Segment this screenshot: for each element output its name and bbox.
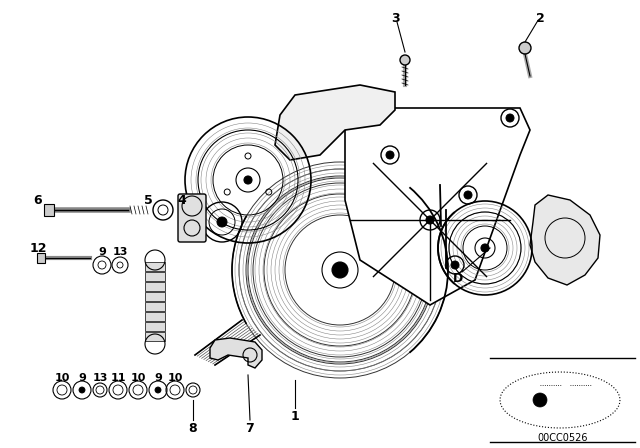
Circle shape: [244, 176, 252, 184]
Circle shape: [217, 217, 227, 227]
Circle shape: [426, 216, 434, 224]
Circle shape: [332, 262, 348, 278]
FancyBboxPatch shape: [178, 194, 206, 242]
Text: 7: 7: [246, 422, 254, 435]
Text: 8: 8: [189, 422, 197, 435]
Text: 10: 10: [54, 373, 70, 383]
FancyBboxPatch shape: [37, 253, 45, 263]
Text: 13: 13: [92, 373, 108, 383]
Text: 9: 9: [154, 373, 162, 383]
Text: 5: 5: [143, 194, 152, 207]
Polygon shape: [530, 195, 600, 285]
Text: 12: 12: [29, 241, 47, 254]
Circle shape: [533, 393, 547, 407]
Text: 9: 9: [78, 373, 86, 383]
Text: 10: 10: [167, 373, 182, 383]
Text: 4: 4: [178, 194, 186, 207]
Text: 3: 3: [390, 12, 399, 25]
Circle shape: [451, 261, 459, 269]
FancyBboxPatch shape: [145, 262, 165, 271]
Polygon shape: [210, 338, 262, 368]
FancyBboxPatch shape: [145, 282, 165, 291]
FancyBboxPatch shape: [145, 272, 165, 281]
Circle shape: [481, 244, 489, 252]
Polygon shape: [345, 108, 530, 305]
Circle shape: [79, 387, 85, 393]
Circle shape: [155, 387, 161, 393]
Circle shape: [386, 151, 394, 159]
Circle shape: [464, 191, 472, 199]
Text: 00CC0526: 00CC0526: [538, 433, 588, 443]
Text: 13: 13: [112, 247, 128, 257]
Polygon shape: [275, 85, 395, 160]
Text: D: D: [453, 271, 463, 284]
Text: 1: 1: [291, 409, 300, 422]
FancyBboxPatch shape: [145, 332, 165, 341]
FancyBboxPatch shape: [145, 312, 165, 321]
Circle shape: [506, 114, 514, 122]
FancyBboxPatch shape: [145, 322, 165, 331]
Text: 2: 2: [536, 12, 545, 25]
Text: 11: 11: [110, 373, 125, 383]
Circle shape: [519, 42, 531, 54]
Text: 10: 10: [131, 373, 146, 383]
Text: 9: 9: [98, 247, 106, 257]
FancyBboxPatch shape: [145, 302, 165, 311]
FancyBboxPatch shape: [44, 204, 54, 216]
Circle shape: [400, 55, 410, 65]
FancyBboxPatch shape: [145, 292, 165, 301]
Text: 6: 6: [34, 194, 42, 207]
